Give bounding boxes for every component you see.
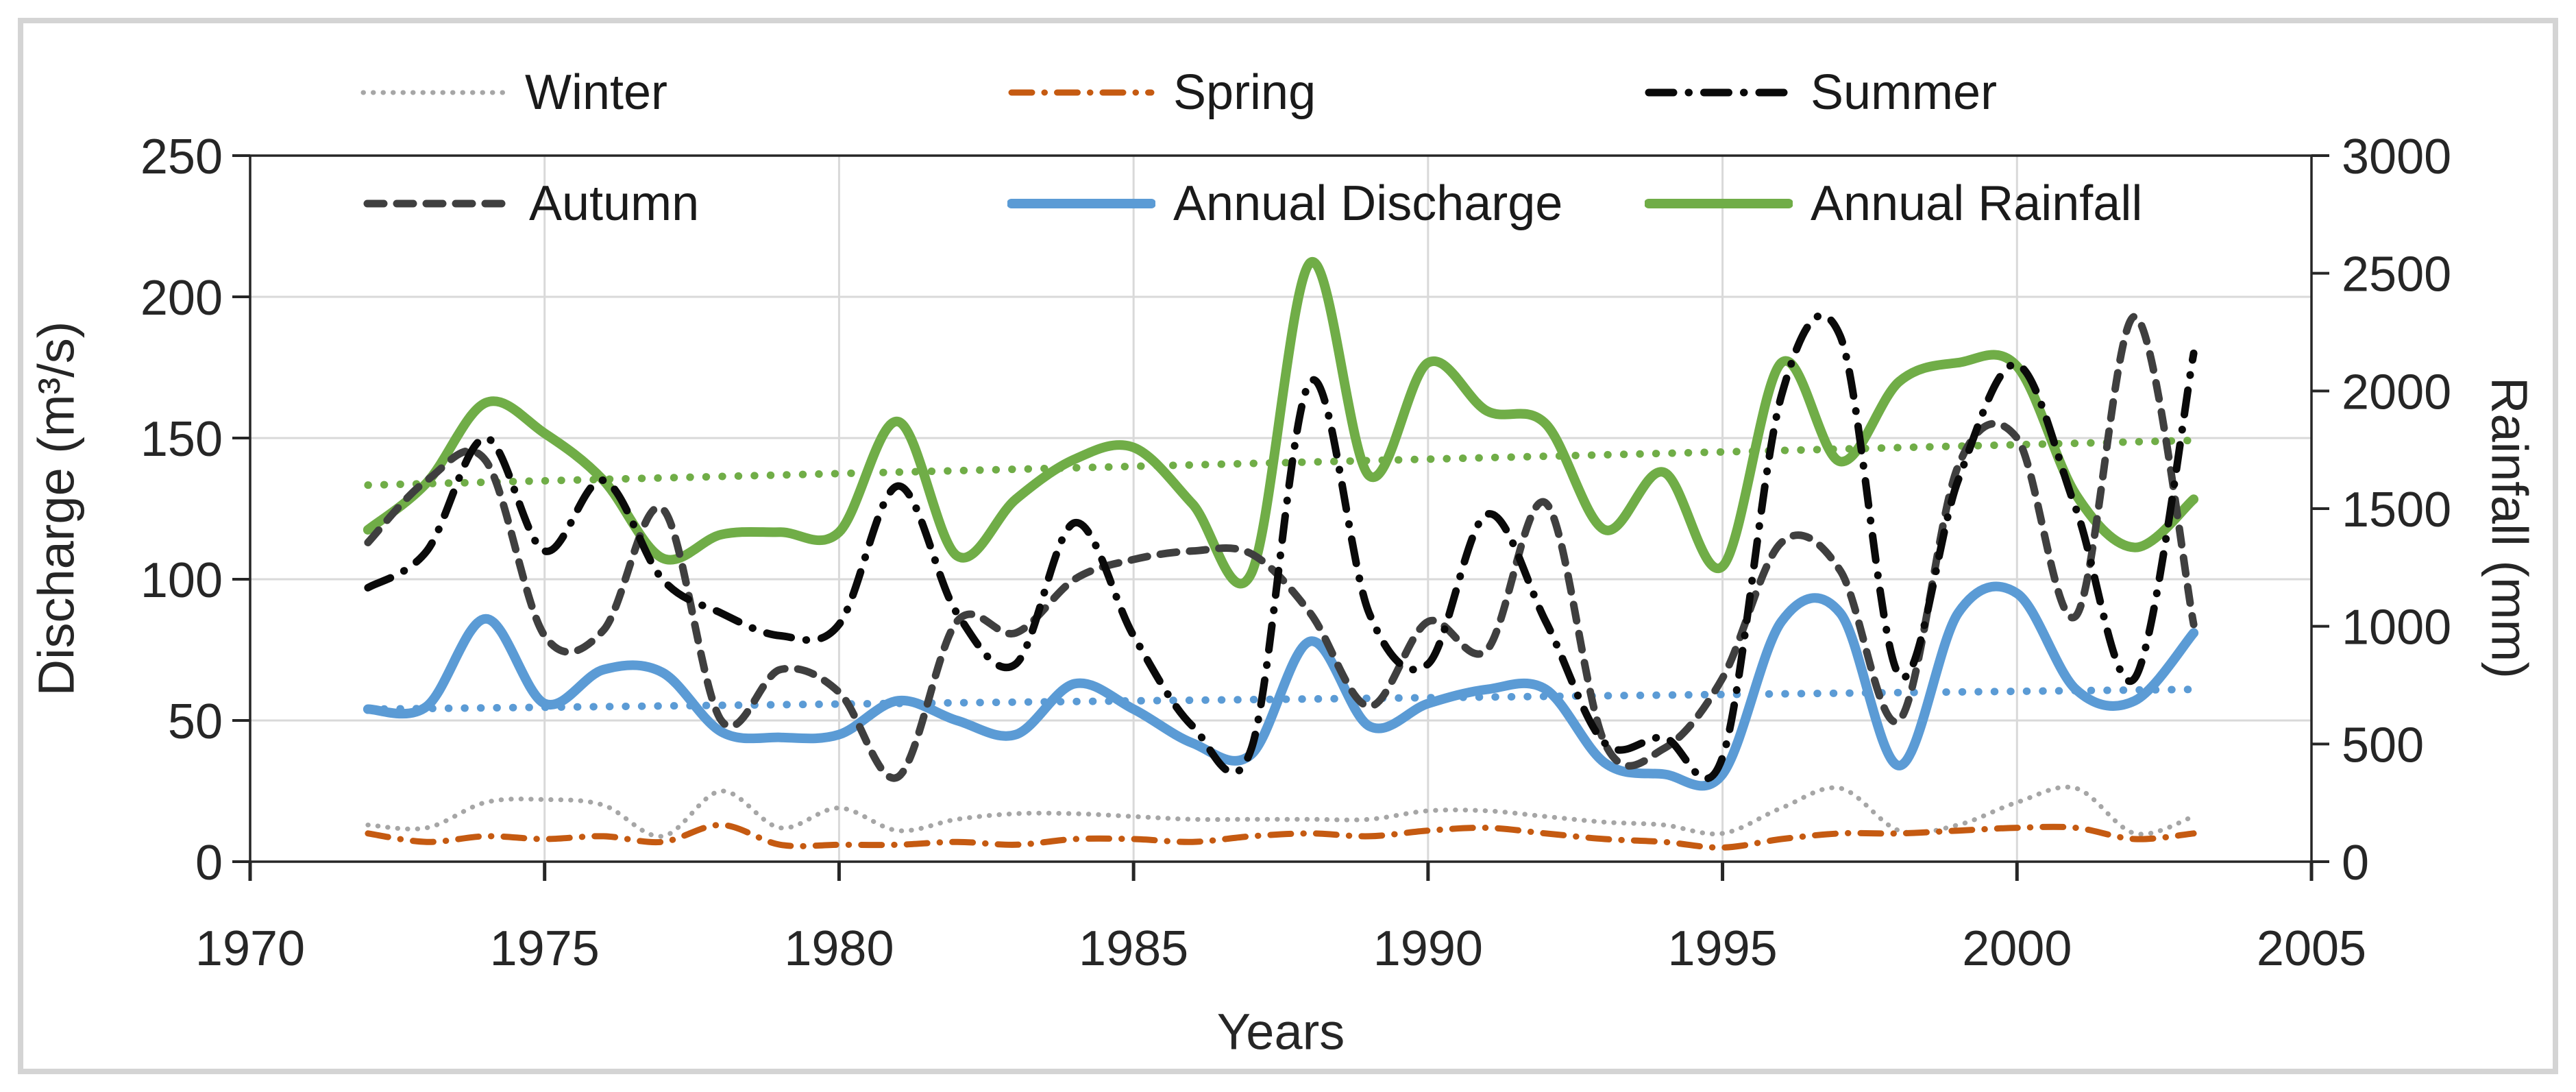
legend-label-annual-discharge: Annual Discharge (1173, 176, 1563, 231)
right-axis-tick-label: 0 (2342, 836, 2369, 890)
x-axis-tick-label: 2005 (2257, 921, 2366, 976)
annual-rainfall-legend-line (1645, 199, 1793, 208)
legend-label-annual-rainfall: Annual Rainfall (1811, 176, 2143, 231)
annual-discharge-trend-line (364, 685, 2198, 714)
legend-label-autumn: Autumn (529, 176, 700, 231)
x-axis-tick-label: 2000 (1962, 921, 2072, 976)
spring-series-line (365, 821, 2197, 851)
legend-item-autumn[interactable]: Autumn (363, 175, 699, 232)
right-axis-tick-label: 1000 (2342, 600, 2451, 655)
plot-area-border (249, 154, 2313, 863)
legend-item-annual-rainfall[interactable]: Annual Rainfall (1645, 175, 2142, 232)
tick-marks (232, 154, 2329, 881)
right-axis-tick-label: 1500 (2342, 483, 2451, 537)
x-axis-tick-label: 1985 (1079, 921, 1188, 976)
right-axis-tick-label: 3000 (2342, 130, 2451, 184)
left-axis-tick-label: 50 (168, 694, 223, 749)
x-axis-tick-label: 1990 (1373, 921, 1483, 976)
legend-item-winter[interactable]: Winter (359, 64, 667, 121)
legend-item-summer[interactable]: Summer (1645, 64, 1997, 121)
left-axis-tick-label: 250 (140, 130, 223, 184)
annual-rainfall-trend-line (364, 436, 2198, 489)
gridlines (250, 156, 2311, 862)
summer-legend-line (1645, 88, 1793, 97)
legend-label-winter: Winter (525, 65, 668, 120)
summer-series-line (364, 311, 2198, 783)
x-axis-tick-label: 1970 (195, 921, 305, 976)
annual-rainfall-series-line (363, 257, 2199, 589)
right-axis-tick-label: 2500 (2342, 247, 2451, 302)
spring-legend-line (1008, 89, 1155, 96)
legend-item-spring[interactable]: Spring (1007, 64, 1316, 121)
legend-item-annual-discharge[interactable]: Annual Discharge (1007, 175, 1562, 232)
autumn-series-line (364, 313, 2198, 782)
right-axis-title: Rainfall (mm) (2481, 377, 2538, 679)
winter-series-line (365, 784, 2196, 839)
left-axis-tick-label: 200 (140, 271, 223, 326)
annual-discharge-series-line (363, 581, 2199, 791)
tick-labels: 0501001502002500500100015002000250030001… (140, 130, 2451, 976)
legend-label-spring: Spring (1173, 65, 1316, 120)
x-axis-title: Years (1216, 1003, 1345, 1060)
x-axis-tick-label: 1975 (490, 921, 600, 976)
left-axis-tick-label: 0 (195, 836, 223, 890)
right-axis-tick-label: 500 (2342, 718, 2424, 773)
chart-frame-border (18, 18, 2558, 1074)
annual-discharge-legend-line (1007, 199, 1155, 208)
legend-label-summer: Summer (1811, 65, 1998, 120)
x-axis-tick-label: 1980 (784, 921, 894, 976)
winter-legend-line (360, 90, 506, 95)
left-axis-tick-label: 100 (140, 553, 223, 608)
autumn-legend-line (363, 199, 511, 208)
left-axis-title: Discharge (m³/s) (27, 321, 85, 696)
left-axis-tick-label: 150 (140, 412, 223, 467)
x-axis-tick-label: 1995 (1667, 921, 1777, 976)
right-axis-tick-label: 2000 (2342, 365, 2451, 420)
